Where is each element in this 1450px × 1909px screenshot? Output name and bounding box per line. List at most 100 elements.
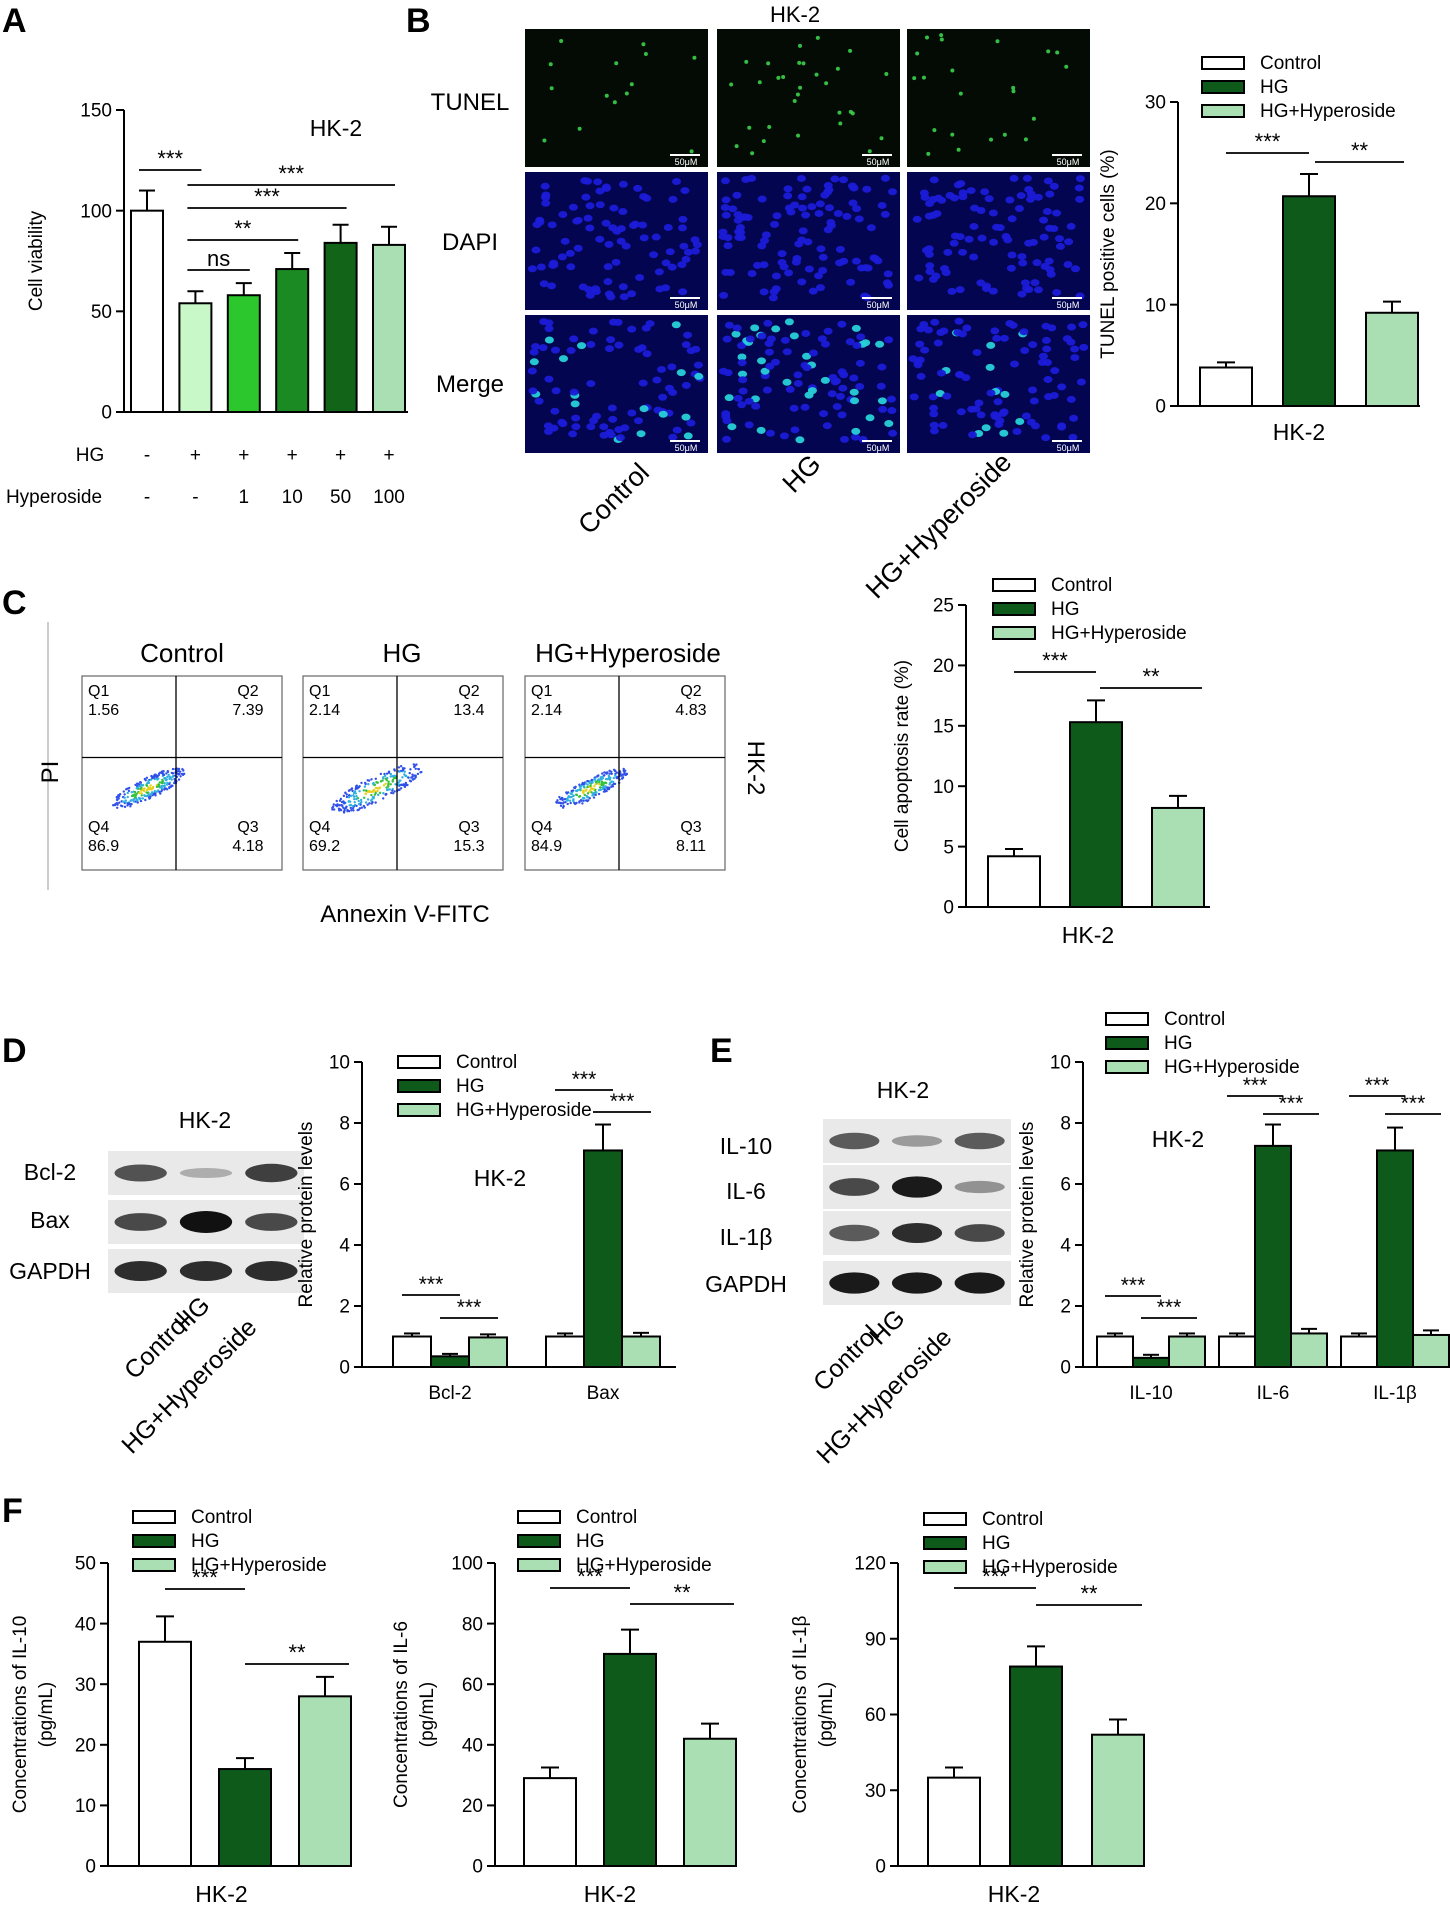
event-dot — [593, 777, 597, 781]
event-dot — [140, 792, 143, 795]
event-dot — [111, 804, 115, 807]
cell-nucleus — [601, 219, 611, 227]
event-dot — [169, 785, 173, 788]
cell-nucleus — [949, 239, 959, 247]
bar-hg-hyperoside — [1412, 1333, 1450, 1368]
quadrant-label: Q2 — [458, 683, 479, 700]
blot-e-bands — [823, 1119, 1011, 1305]
cell-nucleus — [741, 176, 751, 184]
cell-nucleus — [593, 178, 603, 186]
cell-nucleus — [642, 350, 652, 358]
quadrant-label: Q4 — [309, 819, 330, 836]
cell-nucleus — [551, 346, 561, 354]
significance-marker: ** — [1351, 138, 1369, 163]
cell-nucleus — [1068, 433, 1078, 441]
cell-nucleus — [887, 395, 897, 403]
cell-nucleus — [877, 363, 887, 371]
cell-nucleus — [1017, 253, 1027, 261]
blot-band — [179, 1167, 233, 1179]
cell-nucleus — [538, 344, 548, 352]
event-dot — [335, 799, 338, 803]
cell-nucleus — [1038, 352, 1048, 360]
event-dot — [352, 809, 355, 812]
cell-nucleus — [722, 335, 732, 343]
event-dot — [145, 783, 148, 787]
cell-nucleus — [790, 426, 800, 434]
event-dot — [154, 773, 157, 776]
event-dot — [394, 783, 397, 786]
cell-nucleus — [667, 363, 677, 371]
cell-nucleus — [771, 285, 781, 293]
cell-nucleus — [751, 402, 761, 410]
quadrant-value: 8.11 — [676, 838, 706, 855]
cell-nucleus — [783, 192, 793, 200]
event-dot — [363, 806, 366, 809]
cell-nucleus — [1045, 190, 1055, 198]
event-dot — [161, 778, 164, 782]
cell-nucleus — [879, 136, 884, 141]
cell-nucleus — [865, 414, 875, 422]
event-dot — [118, 801, 121, 804]
cell-nucleus — [880, 174, 890, 182]
event-dot — [339, 808, 343, 812]
legend-label: HG — [1164, 1033, 1193, 1054]
event-dot — [417, 767, 420, 771]
bar-hg-hyperoside — [298, 1695, 352, 1867]
cell-nucleus — [683, 432, 693, 440]
cell-nucleus — [942, 392, 952, 400]
cell-nucleus — [837, 411, 847, 419]
cell-nucleus — [947, 287, 957, 295]
cell-nucleus — [828, 373, 838, 381]
y-tick-label: 90 — [865, 1629, 886, 1650]
event-dot — [181, 767, 184, 771]
cell-nucleus — [606, 293, 616, 301]
cell-nucleus — [943, 248, 953, 256]
micro-tile-r2-c0: 50μM — [525, 315, 708, 453]
cell-nucleus — [940, 265, 950, 273]
cell-nucleus — [994, 420, 1004, 428]
cell-nucleus — [772, 212, 782, 220]
cell-nucleus — [954, 317, 964, 325]
cell-nucleus — [1055, 50, 1060, 55]
row-label-tunel: TUNEL — [431, 89, 510, 116]
micro-tile-r0-c1: 50μM — [717, 29, 900, 167]
cell-nucleus — [738, 387, 748, 395]
cell-nucleus — [846, 278, 856, 286]
blot-band — [891, 1223, 943, 1243]
cell-nucleus — [876, 382, 886, 390]
y-tick-label: 0 — [1060, 1358, 1071, 1379]
cell-nucleus — [620, 424, 630, 432]
cell-nucleus — [830, 175, 840, 183]
event-dot — [113, 803, 117, 807]
event-dot — [145, 794, 148, 798]
cell-nucleus — [1070, 354, 1080, 362]
cell-nucleus — [855, 359, 865, 367]
event-dot — [141, 784, 145, 787]
flow-plot-frame — [524, 675, 726, 871]
event-dot — [409, 768, 412, 771]
event-dot — [115, 795, 119, 799]
cell-nucleus — [932, 128, 937, 133]
event-dot — [570, 795, 573, 799]
cell-nucleus — [832, 403, 842, 411]
event-dot — [129, 805, 132, 808]
event-dot — [614, 774, 617, 777]
cell-nucleus — [618, 207, 628, 215]
quadrant-label: Q1 — [531, 683, 552, 700]
cell-nucleus — [928, 393, 938, 401]
event-dot — [351, 789, 354, 793]
cell-nucleus — [544, 375, 554, 383]
event-dot — [370, 793, 373, 797]
cell-nucleus — [536, 263, 546, 271]
cell-nucleus — [549, 259, 559, 267]
cell-nucleus — [820, 340, 830, 348]
event-dot — [419, 771, 422, 774]
event-dot — [340, 804, 344, 807]
bar-hg — [1132, 1356, 1170, 1368]
event-dot — [116, 798, 119, 802]
legend-swatch — [517, 1534, 561, 1548]
event-dot — [625, 772, 629, 776]
blot-e-row-il1b: IL-1β — [720, 1224, 773, 1250]
significance-marker: *** — [1243, 1074, 1268, 1097]
cell-nucleus — [604, 240, 614, 248]
